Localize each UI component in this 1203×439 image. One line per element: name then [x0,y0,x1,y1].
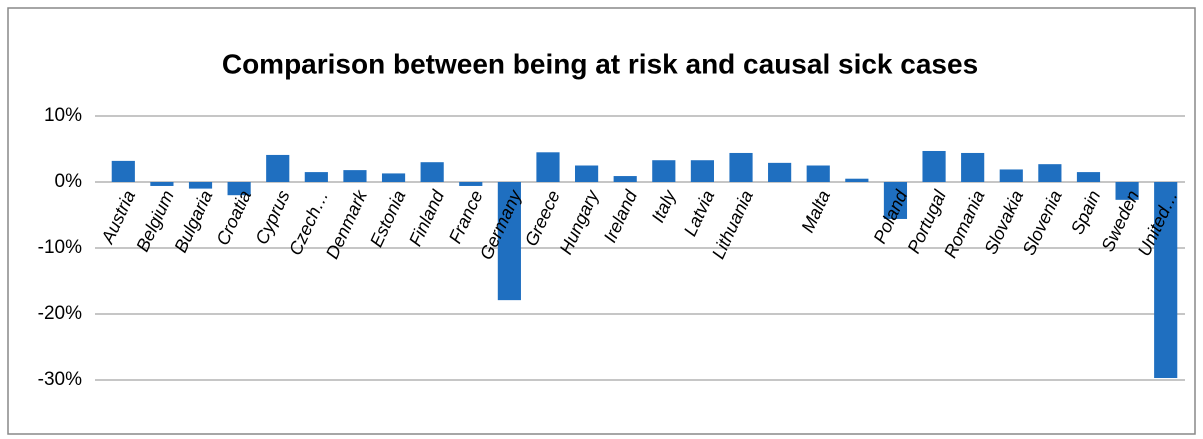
y-tick-label: 10% [44,105,82,126]
bar [768,162,792,182]
bar [459,182,483,186]
bar [613,176,637,182]
bar [961,152,985,182]
y-tick-label: -30% [38,369,82,390]
bar [1154,182,1178,379]
bar [690,160,714,182]
bar [883,182,908,219]
y-tick-label: -20% [38,303,82,324]
bar [845,178,869,182]
bar [652,160,676,182]
bar [343,170,367,182]
bar [266,154,290,182]
chart-frame [7,7,1196,435]
bar [188,182,213,189]
bar [227,182,251,196]
chart-title: Comparison between being at risk and cau… [222,48,978,79]
bar [381,173,406,182]
bar [420,162,444,182]
bar [497,182,521,301]
bar [536,152,560,182]
bar [1076,172,1101,182]
bar [806,165,830,182]
bar [999,169,1023,182]
y-tick-label: -10% [38,237,82,258]
y-tick-label: 0% [55,171,83,192]
bar [111,160,135,182]
bar [150,182,174,186]
bar [729,152,753,182]
bar [575,165,599,182]
bar [304,172,328,182]
bar [1038,164,1062,182]
bar [1115,182,1139,200]
bar [922,150,946,182]
